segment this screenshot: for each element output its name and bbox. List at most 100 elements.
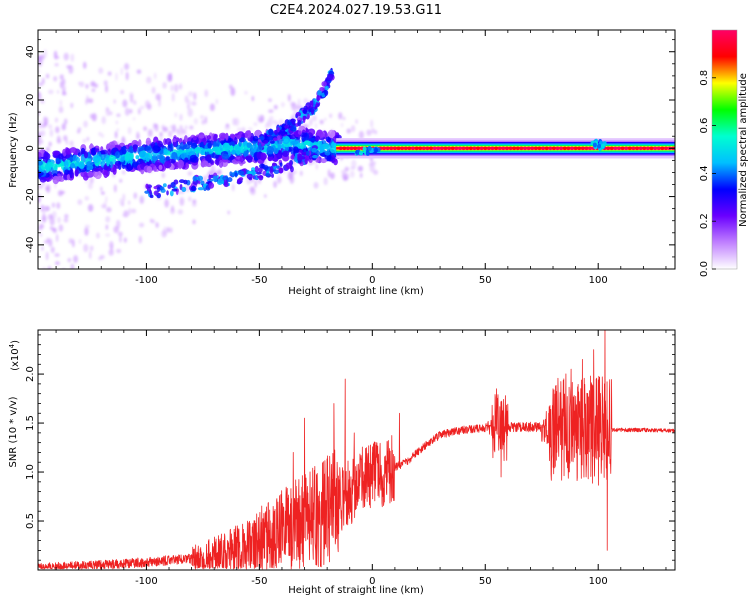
heatmap-haze-blob [191, 101, 197, 106]
heatmap-haze-blob [116, 113, 121, 117]
heatmap-trace-blob [243, 150, 249, 158]
heatmap-haze-blob [41, 124, 47, 129]
heatmap-lower-branch-blob [304, 158, 308, 165]
heatmap-trace-blob [132, 145, 138, 153]
heatmap-haze-blob [192, 219, 196, 225]
heatmap-haze-blob [45, 251, 49, 261]
heatmap-lower-branch-blob [170, 182, 176, 189]
heatmap-lower-branch-blob [181, 186, 187, 192]
heatmap-haze-blob [38, 184, 43, 189]
heatmap-trace-blob [107, 149, 111, 155]
heatmap-lower-branch-blob [305, 150, 310, 156]
heatmap-haze-blob [177, 209, 184, 215]
heatmap-trace-blob [206, 154, 212, 162]
heatmap-haze-blob [174, 112, 177, 118]
heatmap-haze-blob [41, 246, 44, 251]
heatmap-haze-blob [254, 179, 257, 188]
heatmap-trace-blob [83, 151, 89, 159]
heatmap-trace-blob [164, 160, 172, 169]
heatmap-band-dot [382, 146, 387, 151]
heatmap-haze-blob [230, 87, 236, 97]
heatmap-lower-branch-blob [171, 188, 178, 192]
heatmap-trace-blob [297, 130, 303, 135]
heatmap-trace-blob [105, 154, 111, 162]
heatmap-lower-branch-blob [208, 182, 215, 189]
heatmap-band-dot [627, 146, 632, 151]
heatmap-trace-blob [236, 134, 242, 140]
snr-ytick-label: 1.5 [25, 415, 36, 431]
heatmap-haze-blob [366, 129, 372, 136]
heatmap-haze-blob [77, 199, 83, 205]
heatmap-upper-branch-blob [258, 142, 262, 150]
heatmap-haze-blob [174, 83, 179, 93]
heatmap-upper-branch-blob [290, 126, 297, 132]
heatmap-haze-blob [264, 194, 267, 198]
spectrogram-panel: -100 -50 0 50 100 -40 -20 0 20 40 Height of strai… [8, 29, 676, 297]
heatmap-trace-blob [256, 152, 262, 160]
heatmap-haze-blob [105, 84, 108, 93]
heatmap-trace [38, 67, 342, 199]
heatmap-band-dot [573, 146, 578, 151]
heatmap-band-dot [407, 146, 412, 151]
heatmap-haze-blob [116, 128, 119, 132]
heatmap-band-dot [616, 146, 621, 151]
heatmap-lower-branch-blob [234, 172, 238, 177]
heatmap-upper-branch-blob [280, 130, 286, 136]
heatmap-haze-blob [299, 170, 303, 177]
heatmap-haze-blob [171, 205, 174, 211]
heatmap-band-ripple [374, 147, 379, 153]
heatmap-trace-blob [170, 143, 174, 152]
heatmap-haze-blob [123, 237, 127, 243]
heatmap-haze-blob [125, 71, 129, 81]
heatmap-band [336, 138, 675, 159]
heatmap-haze-blob [48, 141, 52, 147]
spectrogram-ytick-label: -40 [25, 237, 36, 253]
heatmap-haze-blob [346, 128, 351, 134]
heatmap-lower-branch-blob [279, 162, 283, 167]
heatmap-band-dot [385, 146, 390, 151]
heatmap-lower-branch-blob [269, 165, 274, 173]
heatmap-band-dot [515, 146, 520, 151]
spectrogram-ytick-label: 0 [25, 145, 36, 151]
heatmap-band-dot [624, 146, 629, 151]
heatmap-band-dot [400, 146, 405, 151]
heatmap-band-dot [450, 146, 455, 151]
heatmap-band-dot [519, 146, 524, 151]
heatmap-haze-blob [53, 76, 58, 82]
heatmap-haze-blob [48, 238, 53, 247]
heatmap-haze-blob [291, 102, 297, 111]
heatmap-haze-blob [85, 98, 88, 105]
heatmap-haze-blob [76, 129, 81, 134]
heatmap-trace-blob [324, 150, 331, 156]
heatmap-trace-blob [87, 171, 94, 178]
heatmap-haze-blob [187, 104, 190, 110]
heatmap-trace-blob [78, 161, 85, 169]
heatmap-lower-branch-blob [162, 183, 167, 188]
heatmap-lower-branch-blob [159, 186, 165, 191]
heatmap-haze-blob [371, 128, 375, 134]
heatmap-haze-blob [136, 69, 142, 74]
heatmap-haze-blob [84, 224, 91, 229]
spectrogram-frame [37, 29, 676, 270]
heatmap-trace-blob [315, 135, 321, 141]
heatmap-haze-blob [319, 119, 324, 125]
heatmap-upper-branch-blob [302, 116, 306, 123]
heatmap-trace-blob [183, 135, 188, 143]
heatmap-trace-blob [234, 144, 239, 149]
heatmap-haze-blob [45, 146, 50, 153]
heatmap-trace-blob [93, 167, 100, 172]
heatmap-haze-blob [251, 95, 255, 102]
heatmap-upper-branch-blob [263, 140, 269, 144]
heatmap-haze-blob [159, 131, 163, 138]
heatmap-haze-blob [138, 222, 145, 228]
heatmap-trace-blob [109, 154, 114, 162]
heatmap-upper-branch-blob [310, 108, 315, 115]
heatmap-haze-blob [84, 196, 89, 201]
snr-xlabel: Height of straight line (km) [288, 585, 424, 596]
heatmap-haze-blob [291, 170, 294, 179]
heatmap-trace-blob [159, 156, 165, 163]
heatmap-haze-blob [50, 213, 53, 219]
heatmap-band-dot [472, 146, 477, 151]
heatmap-lower-branch-blob [278, 167, 284, 174]
heatmap-haze-blob [167, 73, 172, 83]
